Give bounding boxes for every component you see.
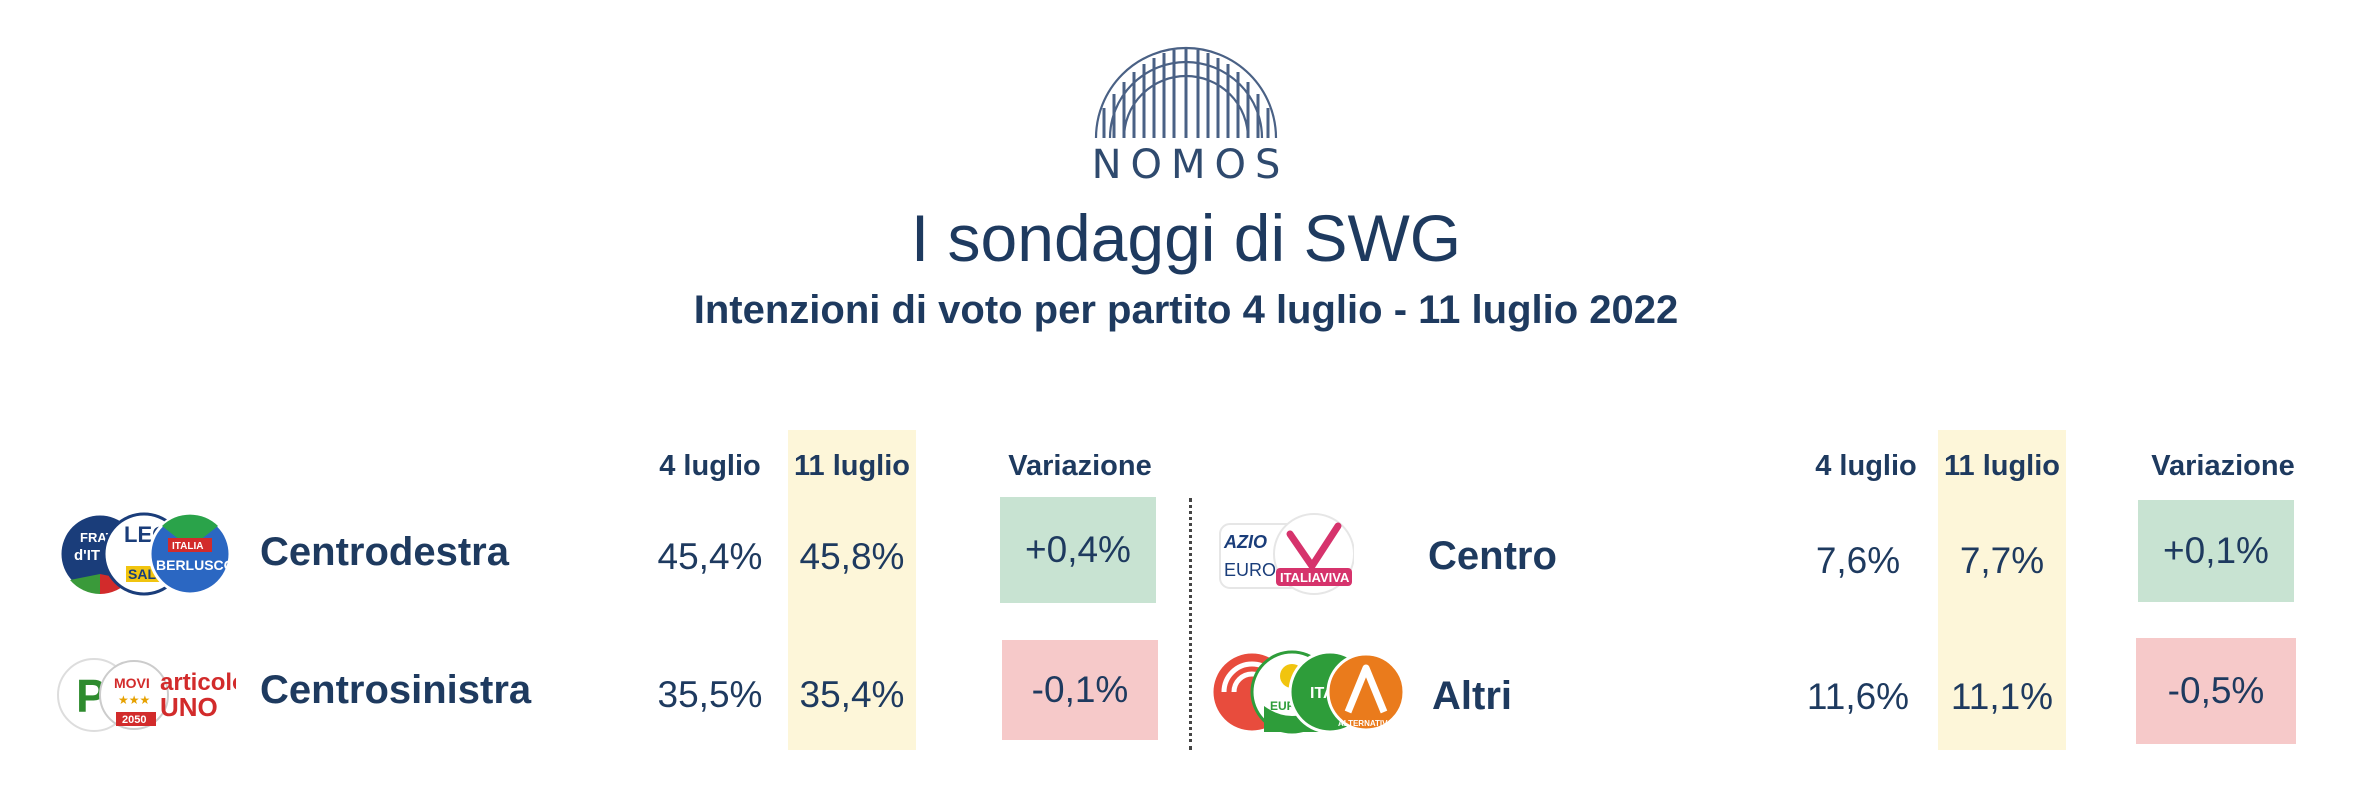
svg-text:ITALIA: ITALIA bbox=[172, 541, 203, 552]
value-4-luglio-altri: 11,6% bbox=[1806, 676, 1910, 717]
header-4-luglio-right: 4 luglio bbox=[1815, 450, 1917, 482]
page-title: I sondaggi di SWG bbox=[910, 201, 1462, 275]
value-11-luglio-altri: 11,1% bbox=[1950, 676, 2054, 717]
svg-text:d'IT: d'IT bbox=[74, 547, 100, 564]
change-centrodestra: +0,4% bbox=[1000, 497, 1156, 603]
svg-text:UNO: UNO bbox=[160, 692, 218, 722]
change-centrosinistra: -0,1% bbox=[1002, 640, 1158, 740]
svg-text:ITALIAVIVA: ITALIAVIVA bbox=[1280, 570, 1350, 585]
svg-text:SAL: SAL bbox=[128, 566, 156, 582]
highlight-column-right bbox=[1938, 430, 2066, 750]
svg-text:EURO: EURO bbox=[1224, 560, 1276, 580]
highlight-column-left bbox=[788, 430, 916, 750]
svg-text:2050: 2050 bbox=[122, 714, 146, 726]
value-4-luglio-centrodestra: 45,4% bbox=[657, 536, 763, 577]
value-11-luglio-centrosinistra: 35,4% bbox=[799, 674, 905, 715]
altri-party-logos-icon: EURO ITALI ALTERNATIVA bbox=[1210, 650, 1406, 734]
row-label-centro: Centro bbox=[1428, 534, 1557, 578]
svg-text:articolo: articolo bbox=[160, 669, 236, 696]
svg-text:BERLUSCONI: BERLUSCONI bbox=[156, 557, 236, 573]
centrosinistra-party-logos-icon: P MOVI ★★★ 2050 articolo UNO bbox=[57, 658, 236, 732]
svg-text:MOVI: MOVI bbox=[114, 675, 150, 691]
svg-text:AZIO: AZIO bbox=[1223, 532, 1267, 552]
header-4-luglio-left: 4 luglio bbox=[659, 450, 761, 482]
header-variazione-right: Variazione bbox=[2151, 450, 2295, 482]
header-11-luglio-left: 11 luglio bbox=[793, 450, 911, 482]
change-centro: +0,1% bbox=[2138, 500, 2294, 602]
header-11-luglio-right: 11 luglio bbox=[1943, 450, 2061, 482]
value-11-luglio-centro: 7,7% bbox=[1959, 540, 2045, 581]
row-label-centrosinistra: Centrosinistra bbox=[260, 668, 532, 712]
change-altri: -0,5% bbox=[2136, 638, 2296, 744]
brand-name: NOMOS bbox=[1091, 142, 1290, 188]
value-4-luglio-centrosinistra: 35,5% bbox=[657, 674, 763, 715]
row-label-altri: Altri bbox=[1432, 674, 1512, 718]
svg-text:★★★: ★★★ bbox=[118, 693, 150, 707]
row-label-centrodestra: Centrodestra bbox=[260, 530, 509, 574]
value-11-luglio-centrodestra: 45,8% bbox=[799, 536, 905, 577]
page-subtitle: Intenzioni di voto per partito 4 luglio … bbox=[693, 288, 1679, 332]
centro-party-logos-icon: AZIO EURO ITALIAVIVA bbox=[1219, 513, 1354, 595]
header-variazione-left: Variazione bbox=[1008, 450, 1152, 482]
value-4-luglio-centro: 7,6% bbox=[1815, 540, 1901, 581]
table-divider bbox=[1189, 498, 1192, 750]
svg-text:ALTERNATIVA: ALTERNATIVA bbox=[1338, 719, 1393, 728]
centrodestra-party-logos-icon: FRAT d'IT LEG SAL ITALIA BERLUSCONI bbox=[58, 512, 236, 596]
nomos-logo-icon bbox=[1094, 46, 1278, 139]
